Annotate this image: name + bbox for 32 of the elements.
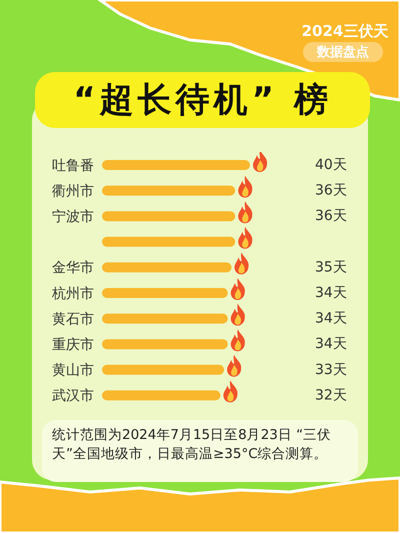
y-tick-label: 武汉市	[52, 388, 94, 404]
text: 统计范围为2024年7月15日至8月23日 “三伏天”全国地级市，日最高温≥35°C综合测算。	[42, 420, 358, 482]
bar	[102, 314, 228, 324]
data-label: 34天	[315, 310, 347, 327]
bar	[102, 288, 228, 298]
text: 数据盘点	[303, 42, 383, 62]
y-tick-label: 杭州市	[51, 286, 94, 302]
y-tick-label: 衢州市	[52, 183, 94, 200]
bar	[102, 211, 236, 222]
bar	[102, 186, 236, 196]
y-tick-label: 吐鲁番	[52, 158, 94, 174]
bar	[102, 390, 220, 400]
data-label: 36天	[315, 182, 347, 199]
y-tick-label: 金华市	[52, 260, 94, 276]
y-tick-label: 重庆市	[52, 336, 94, 353]
bar	[102, 160, 250, 170]
data-label: 34天	[315, 285, 347, 301]
data-label: 40天	[315, 157, 347, 173]
y-tick-label: 宁波市	[52, 208, 94, 225]
data-label: 34天	[315, 336, 347, 352]
bar	[102, 262, 232, 272]
bar	[102, 339, 228, 350]
bar	[102, 236, 236, 247]
data-label: 35天	[315, 259, 347, 276]
y-tick-label: 黄石市	[52, 311, 94, 328]
bar	[102, 364, 224, 375]
data-label: 32天	[315, 387, 347, 404]
data-label: 36天	[315, 208, 347, 224]
y-tick-label: 黄山市	[52, 362, 94, 379]
text: 2024三伏天	[300, 22, 390, 41]
data-label: 33天	[315, 362, 347, 378]
chart-title: “超长待机” 榜	[35, 72, 370, 128]
